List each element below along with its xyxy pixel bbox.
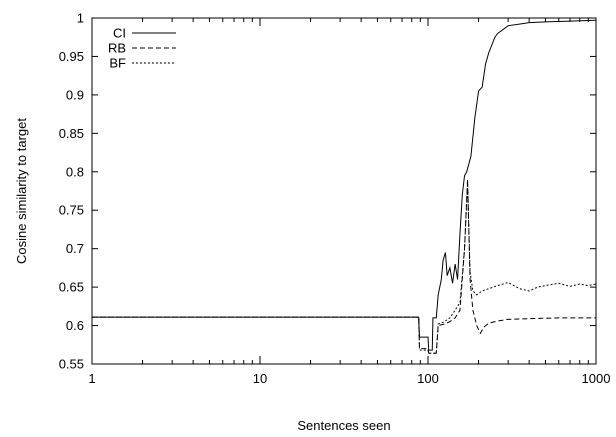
x-tick-label: 1 (88, 371, 95, 386)
y-tick-label: 0.9 (66, 87, 84, 102)
y-tick-label: 1 (77, 11, 84, 26)
x-tick-label: 100 (417, 371, 439, 386)
y-tick-label: 0.6 (66, 318, 84, 333)
y-tick-label: 0.55 (59, 357, 84, 372)
y-tick-label: 0.85 (59, 126, 84, 141)
tick-labels-group: 0.55 0.6 0.65 0.7 0.75 0.8 0.85 0.9 0.95 1 1 10 100 1… (59, 11, 611, 387)
series-line-bf (92, 183, 597, 354)
y-tick-label: 0.95 (59, 49, 84, 64)
legend-label-rb: RB (108, 41, 126, 56)
legend-label-bf: BF (109, 56, 126, 71)
y-axis-label: Cosine similarity to target (14, 118, 29, 264)
x-axis-label: Sentences seen (297, 418, 390, 433)
x-tick-label: 1000 (582, 371, 611, 386)
y-tick-label: 0.65 (59, 280, 84, 295)
series-line-rb (92, 179, 596, 354)
y-tick-label: 0.75 (59, 203, 84, 218)
series-line-ci (92, 19, 597, 351)
plot-frame (91, 17, 597, 365)
x-tick-label: 10 (253, 371, 267, 386)
y-tick-label: 0.7 (66, 241, 84, 256)
series-lines-group (92, 19, 597, 354)
legend-label-ci: CI (113, 26, 126, 41)
ticks-group (91, 17, 597, 365)
y-tick-label: 0.8 (66, 164, 84, 179)
